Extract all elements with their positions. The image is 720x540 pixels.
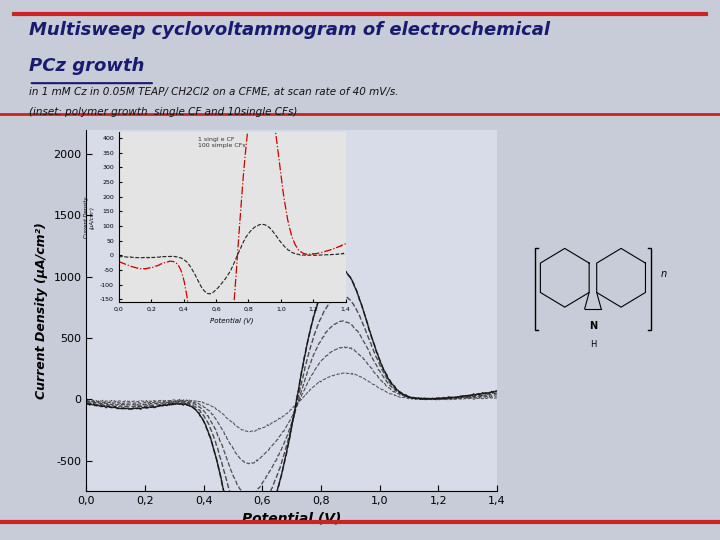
Text: N: N xyxy=(589,321,597,331)
Text: in 1 mM Cz in 0.05M TEAP/ CH2Cl2 on a CFME, at scan rate of 40 mV/s.: in 1 mM Cz in 0.05M TEAP/ CH2Cl2 on a CF… xyxy=(29,87,398,97)
Text: 1 singl e CF
100 simple CFs: 1 singl e CF 100 simple CFs xyxy=(198,137,246,148)
Y-axis label: Current Density (μA/cm²): Current Density (μA/cm²) xyxy=(35,222,48,399)
Text: H: H xyxy=(590,340,596,349)
Y-axis label: Current Density
(μA/cm²): Current Density (μA/cm²) xyxy=(84,197,94,238)
Text: n: n xyxy=(661,269,667,279)
Text: (inset: polymer growth  single CF and 10single CFs): (inset: polymer growth single CF and 10s… xyxy=(29,107,297,117)
X-axis label: Potential (V): Potential (V) xyxy=(210,318,254,325)
Text: Multisweep cyclovoltammogram of electrochemical: Multisweep cyclovoltammogram of electroc… xyxy=(29,22,550,39)
X-axis label: Potential (V): Potential (V) xyxy=(242,512,341,526)
Text: PCz growth: PCz growth xyxy=(29,57,144,75)
